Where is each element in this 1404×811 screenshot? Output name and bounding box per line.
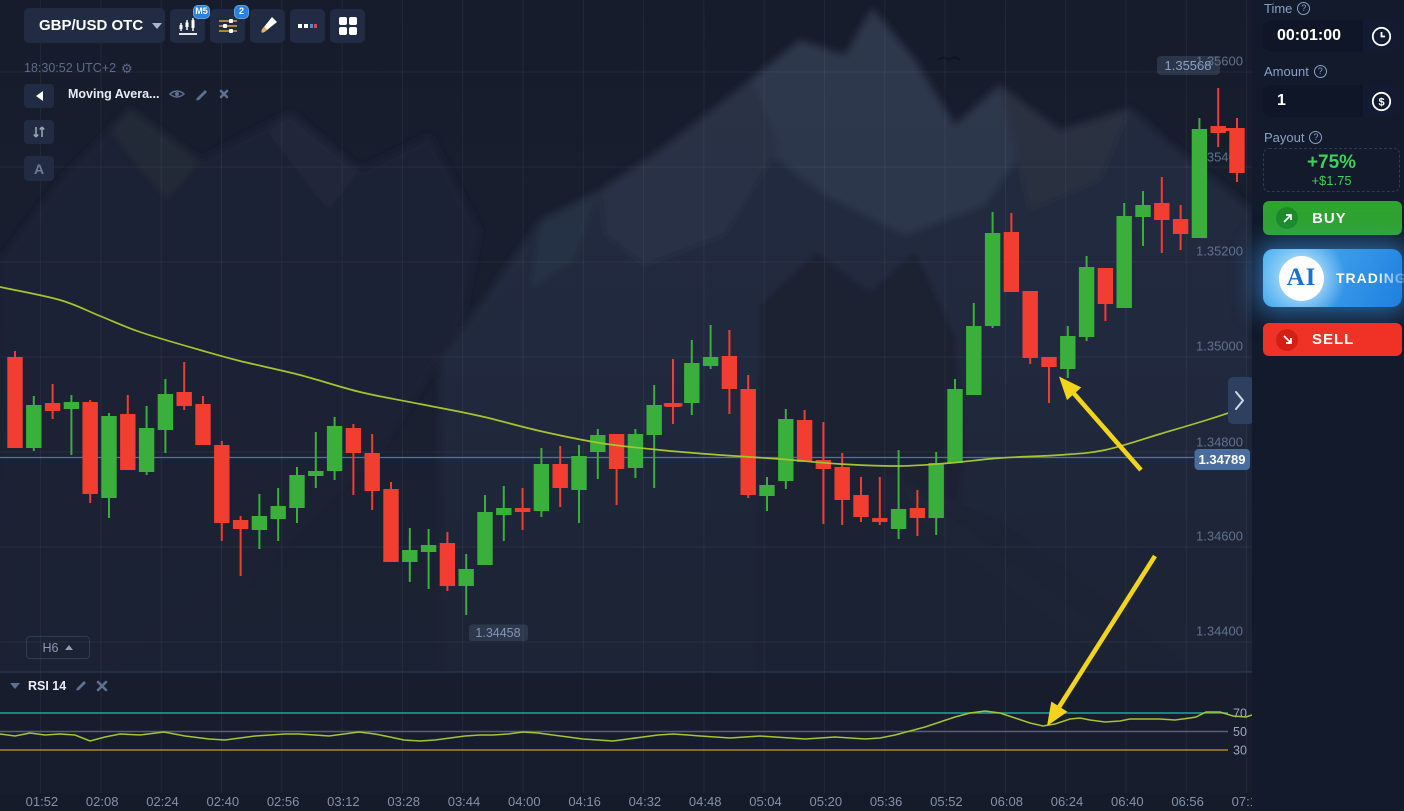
svg-text:06:40: 06:40 [1111, 794, 1144, 809]
svg-text:04:48: 04:48 [689, 794, 722, 809]
svg-text:06:24: 06:24 [1051, 794, 1084, 809]
svg-text:03:44: 03:44 [448, 794, 481, 809]
svg-text:02:24: 02:24 [146, 794, 179, 809]
svg-text:1.35000: 1.35000 [1196, 339, 1243, 354]
svg-text:01:52: 01:52 [26, 794, 59, 809]
svg-text:03:28: 03:28 [387, 794, 420, 809]
svg-text:07:12: 07:12 [1232, 794, 1252, 809]
svg-text:04:00: 04:00 [508, 794, 541, 809]
svg-text:70: 70 [1233, 707, 1247, 721]
svg-text:02:40: 02:40 [207, 794, 240, 809]
svg-text:1.35568: 1.35568 [1165, 58, 1212, 73]
svg-text:02:56: 02:56 [267, 794, 300, 809]
svg-text:$: $ [1378, 96, 1384, 108]
svg-text:1.34789: 1.34789 [1199, 452, 1246, 467]
svg-text:03:12: 03:12 [327, 794, 360, 809]
svg-text:04:16: 04:16 [568, 794, 601, 809]
svg-text:06:56: 06:56 [1171, 794, 1204, 809]
svg-text:05:20: 05:20 [810, 794, 843, 809]
svg-text:1.34458: 1.34458 [475, 626, 520, 640]
svg-text:05:36: 05:36 [870, 794, 903, 809]
svg-text:1.35600: 1.35600 [1196, 54, 1243, 69]
svg-text:06:08: 06:08 [990, 794, 1023, 809]
svg-text:05:04: 05:04 [749, 794, 782, 809]
svg-text:04:32: 04:32 [629, 794, 662, 809]
svg-text:30: 30 [1233, 744, 1247, 758]
svg-text:1.35200: 1.35200 [1196, 244, 1243, 259]
svg-text:1.34400: 1.34400 [1196, 624, 1243, 639]
svg-text:1.34800: 1.34800 [1196, 435, 1243, 450]
svg-text:02:08: 02:08 [86, 794, 119, 809]
svg-text:1.34600: 1.34600 [1196, 529, 1243, 544]
svg-text:50: 50 [1233, 725, 1247, 739]
svg-text:05:52: 05:52 [930, 794, 963, 809]
